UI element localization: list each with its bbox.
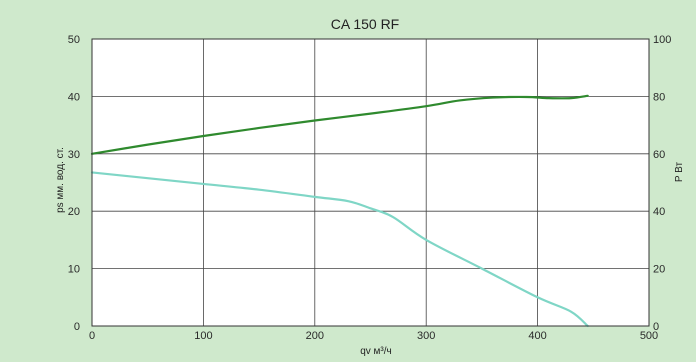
plot-frame [91, 38, 650, 327]
x-tick-label: 500 [640, 330, 658, 342]
y-axis-label: ps мм. вод. ст. [55, 147, 66, 213]
plot-area [92, 39, 649, 326]
y2-tick-label: 40 [653, 206, 665, 218]
x-tick-label: 300 [417, 330, 435, 342]
y2-tick-label: 100 [653, 34, 671, 46]
y2-tick-label: 80 [653, 91, 665, 103]
y-tick-label: 20 [68, 206, 80, 218]
power-series-line [90, 171, 589, 328]
x-tick-label: 200 [306, 330, 324, 342]
y-tick-label: 40 [68, 91, 80, 103]
x-tick-label: 100 [194, 330, 212, 342]
y2-tick-label: 0 [653, 321, 659, 333]
x-tick-label: 400 [528, 330, 546, 342]
y2-tick-label: 60 [653, 149, 665, 161]
y-tick-label: 0 [74, 321, 80, 333]
y2-axis-label: P Вт [674, 161, 685, 182]
chart-title: CA 150 RF [331, 16, 399, 32]
pressure-series-line [90, 94, 589, 155]
y-tick-label: 50 [68, 34, 80, 46]
y-tick-label: 10 [68, 264, 80, 276]
x-tick-label: 0 [89, 330, 95, 342]
x-axis-label: qv м³/ч [360, 346, 392, 357]
data-series [90, 94, 589, 328]
y2-tick-label: 20 [653, 264, 665, 276]
y-tick-label: 30 [68, 149, 80, 161]
